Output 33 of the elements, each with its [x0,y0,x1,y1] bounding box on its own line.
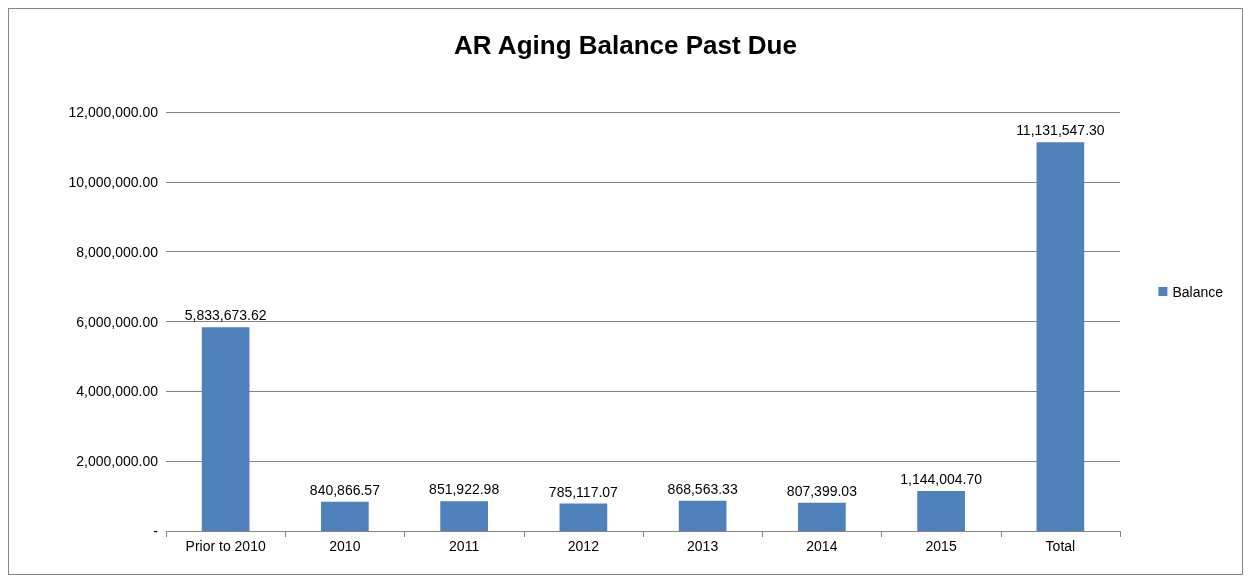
bar [917,491,965,531]
y-tick-label: 10,000,000.00 [68,173,159,190]
data-label: 785,117.07 [548,483,619,500]
x-tick-label: 2014 [806,538,838,554]
y-tick-label: 12,000,000.00 [68,104,159,120]
bar [1036,142,1085,531]
x-tick-label: 2010 [329,538,361,554]
x-tick-label: 2011 [449,538,480,554]
bar [559,503,608,531]
y-tick-label: 4,000,000.00 [76,383,159,400]
bar [321,501,369,531]
data-label: 5,833,673.62 [184,307,267,324]
y-tick-label: 6,000,000.00 [76,313,159,330]
y-tick-label: 2,000,000.00 [76,453,159,470]
bar [678,500,727,531]
x-tick-label: 2012 [567,538,600,554]
data-label: 11,131,547.30 [1016,122,1105,139]
legend-label: Balance [1172,283,1224,300]
data-label: 851,922.98 [429,481,500,498]
bar [201,327,250,531]
y-tick-label: 8,000,000.00 [76,243,159,260]
bar [440,501,488,531]
bar [798,502,846,531]
chart-title: AR Aging Balance Past Due [454,30,797,60]
y-tick-label: - [153,523,159,539]
x-tick-label: 2015 [925,538,957,554]
data-label: 840,866.57 [309,481,381,498]
x-tick-label: Total [1045,538,1076,554]
data-label: 807,399.03 [786,482,858,499]
x-tick-label: 2013 [687,538,719,554]
data-label: 1,144,004.70 [900,471,983,488]
x-tick-label: Prior to 2010 [185,538,266,554]
data-label: 868,563.33 [667,480,738,497]
